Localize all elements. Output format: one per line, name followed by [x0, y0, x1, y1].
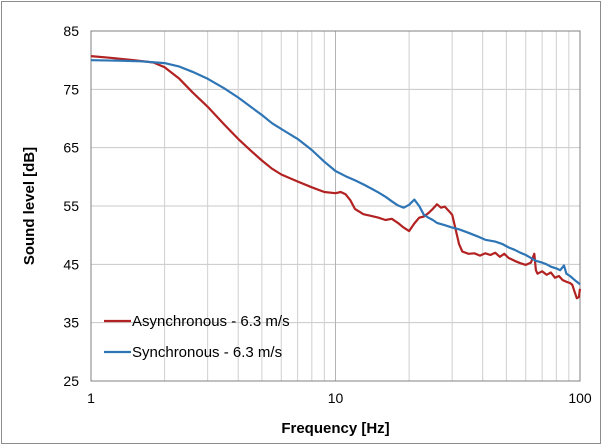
x-axis-ticks: 1 10 100 — [87, 390, 592, 406]
y-tick-label: 45 — [63, 256, 79, 272]
series-line-asynchronous — [90, 55, 582, 300]
plot-area — [90, 30, 581, 382]
y-tick-label: 35 — [63, 315, 79, 331]
y-tick-label: 85 — [63, 23, 79, 39]
y-tick-label: 55 — [63, 198, 79, 214]
x-axis-title: Frequency [Hz] — [281, 420, 389, 437]
x-tick-label: 100 — [568, 390, 592, 406]
x-tick-label: 1 — [87, 390, 95, 406]
y-tick-label: 65 — [63, 140, 79, 156]
legend-label-synchronous: Synchronous - 6.3 m/s — [132, 344, 282, 361]
x-tick-label: 10 — [328, 390, 344, 406]
legend: Asynchronous - 6.3 m/s Synchronous - 6.3… — [104, 313, 290, 361]
series-line-synchronous — [90, 59, 581, 286]
y-axis-title: Sound level [dB] — [21, 147, 38, 265]
y-tick-label: 75 — [63, 81, 79, 97]
legend-label-asynchronous: Asynchronous - 6.3 m/s — [132, 313, 290, 330]
y-axis-ticks: 25 35 45 55 65 75 85 — [63, 23, 79, 389]
y-tick-label: 25 — [63, 373, 79, 389]
series-lines — [90, 55, 582, 300]
